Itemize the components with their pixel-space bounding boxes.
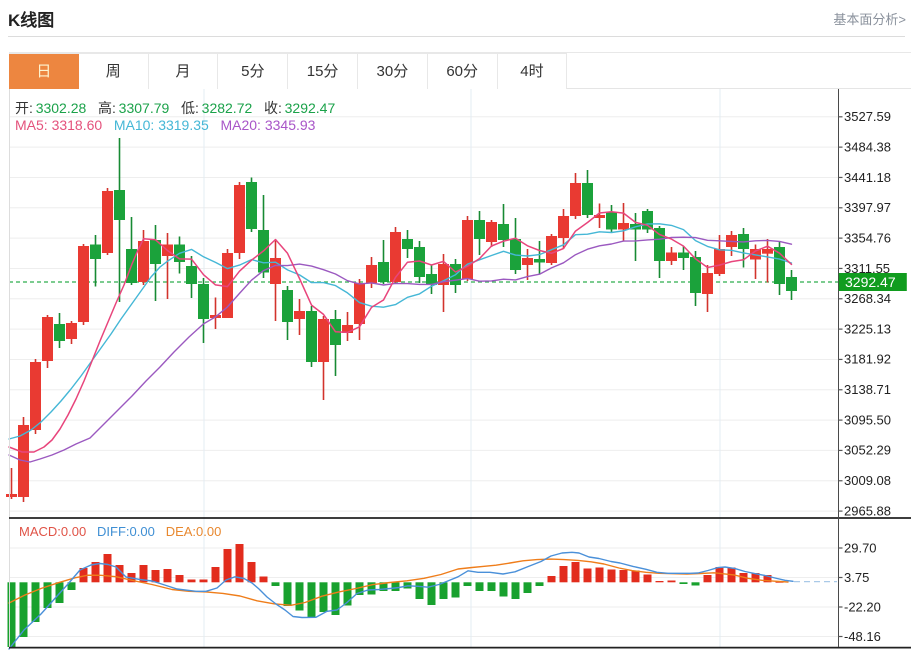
- svg-text:3009.08: 3009.08: [844, 473, 891, 488]
- svg-text:3268.34: 3268.34: [844, 291, 891, 306]
- svg-text:3354.76: 3354.76: [844, 230, 891, 245]
- svg-text:3292.47: 3292.47: [845, 274, 896, 290]
- svg-text:3311.55: 3311.55: [844, 261, 890, 276]
- svg-text:3095.50: 3095.50: [844, 412, 891, 427]
- svg-text:29.70: 29.70: [844, 540, 877, 555]
- svg-text:3527.59: 3527.59: [844, 109, 891, 124]
- svg-text:2965.88: 2965.88: [844, 503, 891, 518]
- svg-text:-22.20: -22.20: [844, 599, 881, 614]
- svg-text:3052.29: 3052.29: [844, 443, 891, 458]
- svg-text:3225.13: 3225.13: [844, 321, 891, 336]
- svg-text:3138.71: 3138.71: [844, 382, 891, 397]
- svg-text:3181.92: 3181.92: [844, 352, 891, 367]
- svg-text:3.75: 3.75: [844, 570, 869, 585]
- svg-text:3397.97: 3397.97: [844, 200, 891, 215]
- svg-text:3484.38: 3484.38: [844, 139, 891, 154]
- svg-text:-48.16: -48.16: [844, 629, 881, 644]
- svg-text:3441.18: 3441.18: [844, 170, 891, 185]
